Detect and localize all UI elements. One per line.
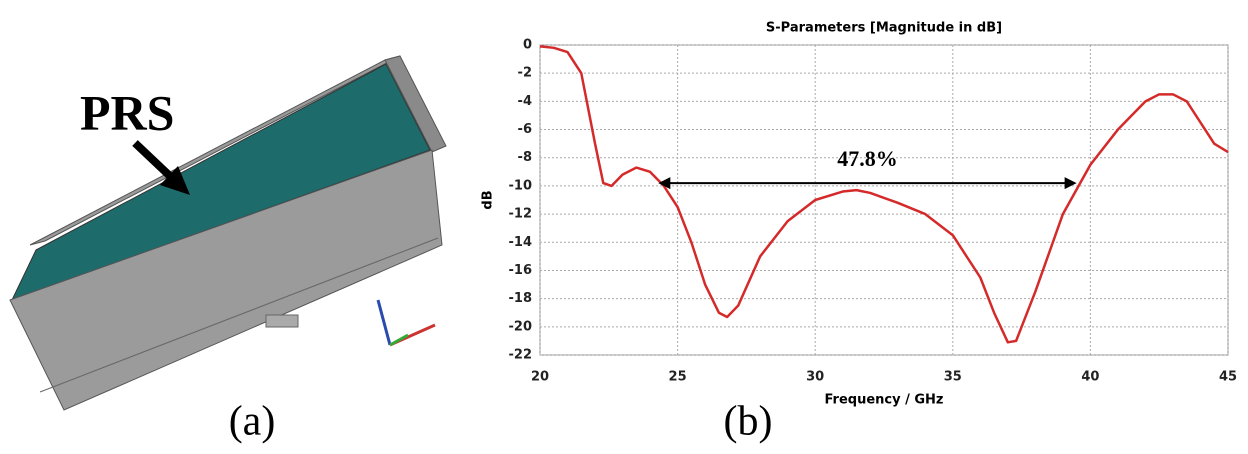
x-tick-label: 35 [944, 370, 962, 385]
y-tick-label: -2 [518, 66, 532, 81]
y-tick-label: -4 [518, 94, 532, 109]
prs-arrow [135, 143, 172, 178]
y-tick-label: -8 [518, 150, 532, 165]
x-tick-label: 45 [1219, 370, 1237, 385]
x-tick-label: 40 [1081, 370, 1099, 385]
x-axis-label: Frequency / GHz [824, 393, 943, 408]
prs-label: PRS [80, 84, 174, 140]
chart-title: S-Parameters [Magnitude in dB] [766, 21, 1002, 36]
y-tick-label: 0 [523, 38, 532, 53]
y-tick-label: -20 [509, 319, 533, 334]
caption-a: (a) [229, 399, 276, 445]
y-tick-label: -12 [509, 207, 533, 222]
axis-y [390, 335, 408, 345]
feed-port [266, 315, 298, 327]
box-model: PRS (a) [10, 56, 446, 445]
x-tick-label: 20 [531, 370, 549, 385]
y-tick-label: -10 [509, 178, 533, 193]
plot-area [540, 45, 1228, 355]
y-tick-label: -18 [509, 291, 533, 306]
annotation-label: 47.8% [837, 146, 898, 171]
caption-b: (b) [724, 399, 773, 445]
y-tick-label: -6 [518, 122, 532, 137]
x-tick-label: 25 [669, 370, 687, 385]
y-tick-label: -16 [509, 263, 533, 278]
y-tick-label: -22 [509, 348, 533, 363]
y-tick-label: -14 [509, 235, 533, 250]
y-axis-label: dB [481, 190, 496, 209]
figure: PRS (a) (b) S-Parameters [Magnitude in d… [0, 0, 1248, 450]
axis-z [378, 300, 390, 345]
x-tick-label: 30 [806, 370, 824, 385]
